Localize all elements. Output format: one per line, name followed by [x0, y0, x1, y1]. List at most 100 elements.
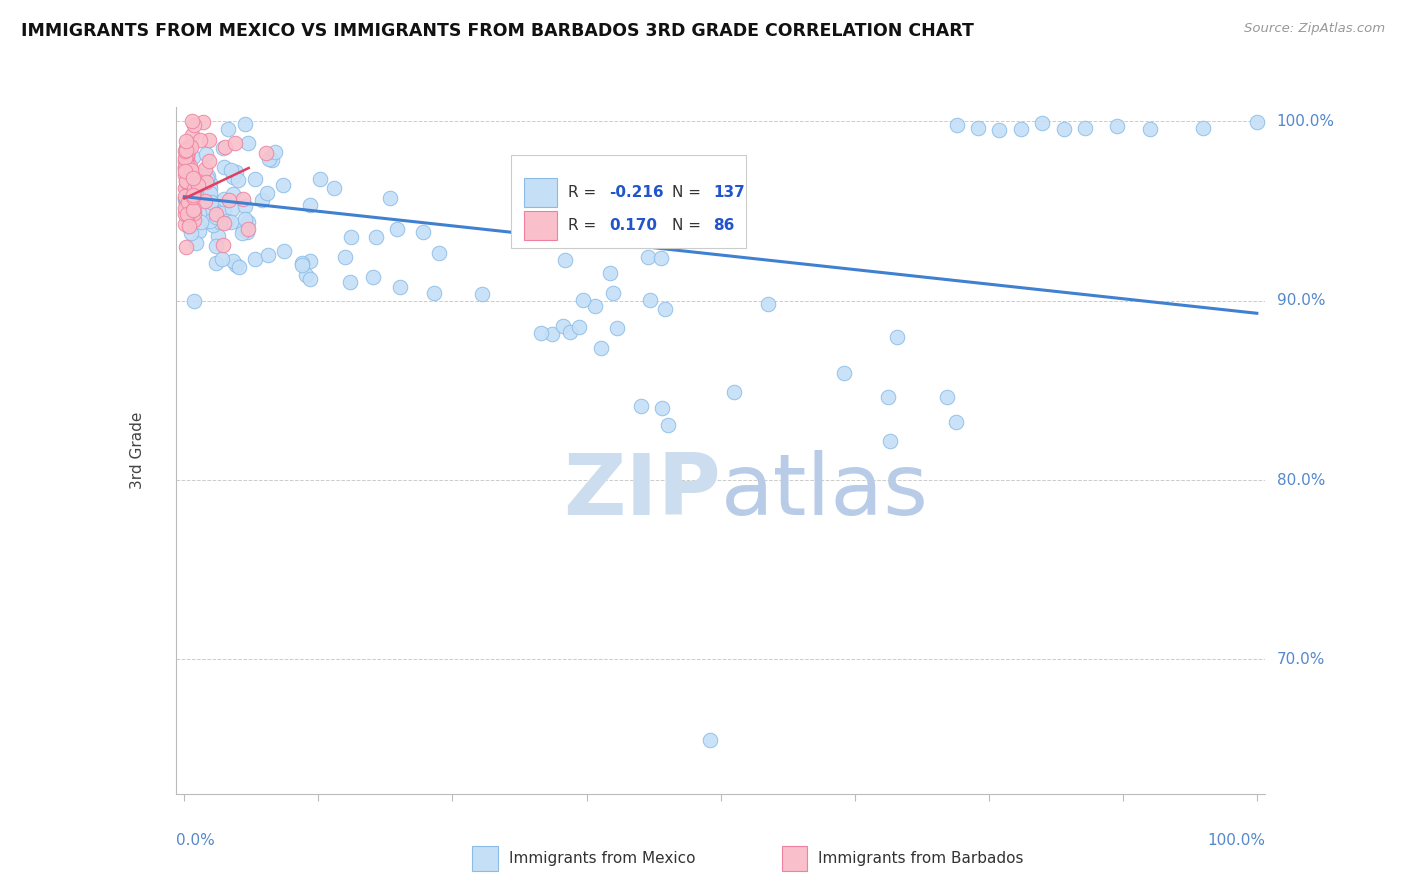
- Point: [179, 188, 201, 202]
- Point: [245, 171, 267, 186]
- Point: [179, 217, 201, 231]
- Point: [181, 198, 204, 212]
- Point: [183, 206, 205, 220]
- Point: [181, 202, 204, 217]
- Point: [180, 198, 202, 212]
- Text: R =: R =: [568, 186, 602, 201]
- Point: [650, 251, 672, 265]
- Point: [177, 204, 200, 219]
- Point: [723, 385, 745, 400]
- Point: [180, 163, 202, 178]
- Point: [193, 115, 215, 129]
- Point: [181, 150, 204, 164]
- Point: [174, 174, 197, 188]
- Point: [471, 287, 494, 301]
- Point: [176, 173, 198, 187]
- Point: [181, 187, 204, 202]
- Point: [183, 194, 205, 209]
- Point: [235, 219, 257, 233]
- Bar: [782, 846, 807, 871]
- Point: [529, 326, 551, 341]
- Point: [176, 134, 198, 148]
- Point: [174, 141, 197, 155]
- Point: [233, 199, 256, 213]
- Text: ZIP: ZIP: [562, 450, 721, 533]
- Point: [179, 208, 201, 222]
- Text: 86: 86: [713, 218, 734, 233]
- Point: [174, 153, 197, 168]
- Point: [174, 240, 197, 254]
- Point: [225, 258, 247, 272]
- Point: [235, 226, 257, 240]
- Point: [176, 158, 198, 172]
- Point: [262, 153, 284, 167]
- Point: [212, 216, 235, 230]
- Point: [177, 194, 200, 209]
- Point: [174, 201, 197, 215]
- Point: [215, 214, 238, 228]
- Point: [198, 214, 221, 228]
- Point: [174, 144, 197, 158]
- Point: [657, 417, 679, 432]
- Point: [245, 252, 267, 267]
- Point: [174, 180, 197, 194]
- Point: [423, 286, 446, 301]
- Point: [361, 269, 384, 284]
- Point: [174, 188, 197, 202]
- Point: [174, 196, 197, 211]
- Point: [967, 121, 990, 136]
- Point: [602, 285, 624, 300]
- Point: [1053, 121, 1076, 136]
- Point: [638, 293, 661, 307]
- Point: [1246, 115, 1268, 129]
- Point: [945, 118, 967, 132]
- Text: -0.216: -0.216: [609, 186, 664, 201]
- Point: [197, 170, 219, 185]
- Point: [222, 169, 245, 184]
- Point: [291, 258, 314, 272]
- Point: [198, 153, 221, 168]
- Point: [250, 194, 273, 208]
- Point: [174, 202, 197, 216]
- Point: [183, 167, 205, 181]
- Point: [205, 210, 228, 224]
- Point: [832, 367, 855, 381]
- Text: 100.0%: 100.0%: [1208, 833, 1265, 847]
- Point: [177, 207, 200, 221]
- Point: [187, 177, 209, 191]
- Point: [174, 160, 197, 174]
- Point: [218, 193, 240, 207]
- Point: [651, 401, 673, 416]
- Point: [177, 178, 200, 192]
- Point: [389, 280, 412, 294]
- Point: [181, 171, 204, 186]
- Text: 137: 137: [713, 186, 745, 201]
- Text: Immigrants from Barbados: Immigrants from Barbados: [818, 851, 1024, 865]
- Point: [553, 318, 575, 333]
- Point: [212, 205, 235, 219]
- Point: [233, 211, 256, 226]
- Point: [238, 215, 260, 229]
- Point: [179, 165, 201, 179]
- Point: [180, 140, 202, 154]
- Point: [568, 319, 591, 334]
- Point: [1010, 122, 1032, 136]
- Point: [226, 173, 249, 187]
- Point: [177, 186, 200, 200]
- Point: [205, 207, 228, 221]
- Point: [176, 152, 198, 166]
- Point: [309, 172, 332, 186]
- Point: [183, 212, 205, 227]
- Point: [191, 169, 214, 183]
- Point: [177, 145, 200, 159]
- Point: [599, 266, 621, 280]
- Text: 90.0%: 90.0%: [1277, 293, 1324, 309]
- Point: [194, 162, 217, 177]
- Point: [187, 182, 209, 196]
- Point: [174, 164, 197, 178]
- Point: [193, 194, 215, 208]
- Point: [988, 123, 1011, 137]
- Point: [654, 301, 676, 316]
- Point: [214, 192, 236, 206]
- Point: [298, 272, 321, 286]
